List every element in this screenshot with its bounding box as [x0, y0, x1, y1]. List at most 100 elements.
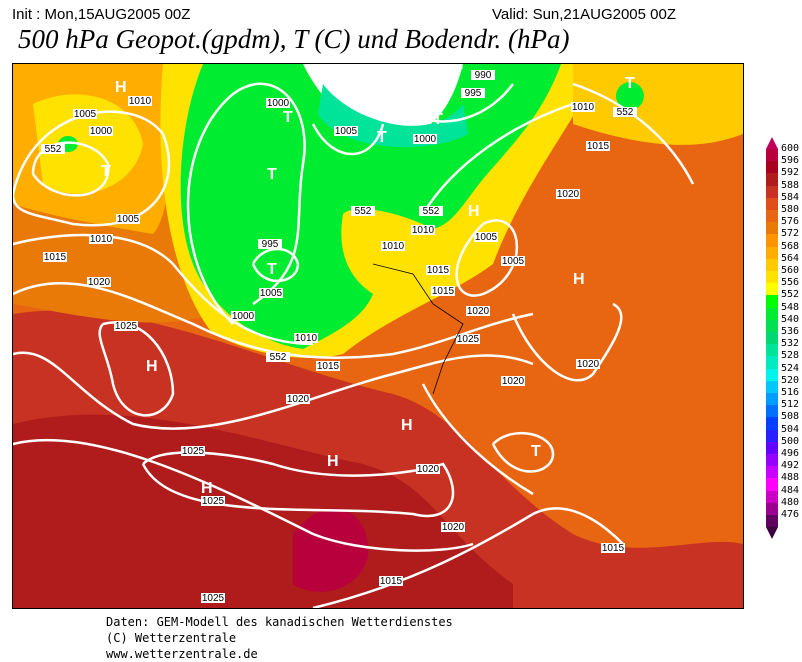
footer: Daten: GEM-Modell des kanadischen Wetter…	[106, 614, 453, 662]
high-pressure-marker: H	[115, 79, 127, 96]
high-pressure-marker: H	[573, 271, 585, 288]
colorbar-cell	[766, 417, 778, 430]
isobar-label: 1005	[117, 214, 140, 225]
isobar-label: 1025	[202, 593, 225, 604]
isobar-label: 1020	[557, 189, 580, 200]
colorbar-cell	[766, 454, 778, 467]
colorbar-cell	[766, 429, 778, 442]
colorbar-cell	[766, 234, 778, 247]
colorbar-label: 556	[781, 277, 800, 289]
colorbar-cell	[766, 185, 778, 198]
high-pressure-marker: H	[468, 203, 480, 220]
isobar-label-bg	[379, 576, 403, 586]
isobar-label: 1015	[317, 361, 340, 372]
high-pressure-marker: H	[327, 453, 339, 470]
colorbar-cell	[766, 222, 778, 235]
isobar-label: 1005	[260, 288, 283, 299]
colorbar-cell	[766, 210, 778, 223]
isobar-label-bg	[456, 334, 480, 344]
isobar-label-bg	[87, 277, 111, 287]
low-pressure-marker: T	[267, 166, 277, 183]
colorbar-cell	[766, 466, 778, 479]
isobar-label-bg	[431, 286, 455, 296]
colorbar-cell	[766, 356, 778, 369]
colorbar-label: 476	[781, 509, 800, 520]
isobar-label: 1005	[502, 256, 525, 267]
footer-url[interactable]: www.wetterzentrale.de	[106, 647, 258, 661]
zone-ne-cutoff	[616, 82, 644, 110]
colorbar-label: 568	[781, 240, 800, 252]
colorbar-label: 596	[781, 155, 800, 167]
isobar-label-bg	[471, 70, 495, 80]
weather-map: 1005 1000 1010 1005 1010 1015 1020 1025 1000 1005…	[12, 63, 744, 609]
high-pressure-marker: H	[401, 417, 413, 434]
colorbar-cell	[766, 490, 778, 503]
isobar-label-bg	[266, 352, 290, 362]
colorbar-cell	[766, 515, 778, 528]
isobar-label: 552	[355, 206, 372, 217]
isobar-label-bg	[571, 102, 595, 112]
isobar-label-bg	[231, 311, 255, 321]
isobar-label: 1005	[475, 232, 498, 243]
colorbar-cell	[766, 332, 778, 345]
isobar-label-bg	[474, 232, 498, 242]
zone-hot-core	[293, 508, 369, 592]
zone-cold-core	[303, 64, 463, 134]
init-time: Init : Mon,15AUG2005 00Z	[12, 6, 191, 23]
isobar-label-bg	[576, 359, 600, 369]
colorbar-label: 520	[781, 374, 800, 386]
colorbar-cell	[766, 307, 778, 320]
isobar-label-bg	[501, 376, 525, 386]
colorbar-cell	[766, 405, 778, 418]
isobar-label-bg	[351, 206, 375, 216]
colorbar-label: 580	[781, 204, 800, 215]
isobar-label-bg	[89, 126, 113, 136]
isobar-label: 1010	[90, 234, 113, 245]
isobar-label-bg	[419, 206, 443, 216]
isobar-label-bg	[413, 134, 437, 144]
isobar-label: 995	[465, 88, 482, 99]
colorbar-label: 576	[781, 216, 800, 228]
isobar-label-bg	[381, 241, 405, 251]
isobar-label: 1020	[577, 359, 600, 370]
isobar-label: 1020	[442, 522, 465, 533]
isobar-label: 552	[423, 206, 440, 217]
isobar-label-bg	[294, 333, 318, 343]
isobar-label-bg	[441, 522, 465, 532]
zone-south-darkred	[13, 414, 513, 608]
isobar-label-bg	[316, 361, 340, 371]
colorbar-cell	[766, 368, 778, 381]
isobar-label: 1015	[44, 252, 67, 263]
colorbar-label: 536	[781, 326, 800, 337]
isobar-label-bg	[466, 306, 490, 316]
isobar-label-bg	[601, 543, 625, 553]
isobar-label: 1000	[90, 126, 113, 137]
low-pressure-marker: T	[531, 443, 541, 460]
isobar-label-bg	[334, 126, 358, 136]
pressure-centers: H T H T T T T T T H H H H H T T	[101, 65, 635, 497]
colorbar-cell	[766, 258, 778, 271]
coastline-hint	[372, 263, 464, 395]
low-pressure-marker: T	[433, 111, 443, 128]
isobar-label: 1005	[74, 109, 97, 120]
isobar-label: 552	[617, 107, 634, 118]
valid-time: Valid: Sun,21AUG2005 00Z	[492, 6, 677, 23]
colorbar-label: 528	[781, 350, 800, 362]
colorbar-label: 592	[781, 167, 800, 179]
colorbar-label: 512	[781, 399, 800, 411]
colorbar-cell	[766, 173, 778, 186]
isobar-label: 1025	[457, 334, 480, 345]
isobar-label-bg	[586, 141, 610, 151]
isobar-label: 990	[475, 70, 492, 81]
isobar-labels: 1005 1000 1010 1005 1010 1015 1020 1025 1000 1005…	[41, 70, 637, 604]
isobar-label: 1010	[412, 225, 435, 236]
isobar-label-bg	[43, 252, 67, 262]
colorbar-cell	[766, 271, 778, 284]
low-pressure-marker: T	[453, 65, 463, 82]
isobar-label: 1020	[502, 376, 525, 387]
colorbar-label: 480	[781, 496, 800, 508]
zone-ne-yellow	[573, 64, 743, 145]
colorbar-cell	[766, 149, 778, 162]
colorbar-label: 492	[781, 460, 800, 472]
colorbar-cell	[766, 283, 778, 296]
